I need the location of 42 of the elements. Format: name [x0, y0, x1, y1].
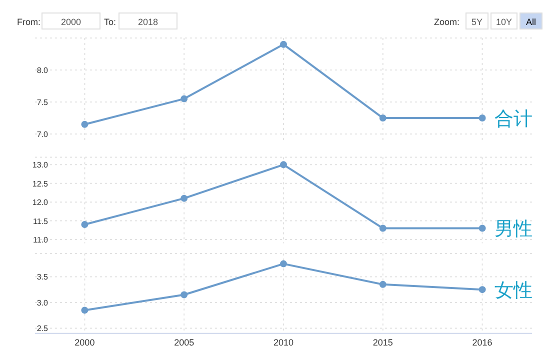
point [379, 224, 386, 232]
x-tick-label: 2005 [174, 337, 194, 348]
point [81, 306, 88, 314]
y-tick-label: 7.0 [36, 130, 49, 139]
y-tick-label: 13.0 [32, 160, 49, 170]
point [81, 120, 88, 128]
point [478, 224, 486, 232]
point [280, 161, 287, 168]
y-tick-label: 12.5 [32, 179, 49, 188]
y-tick-label: 11.0 [33, 235, 49, 244]
y-tick-label: 7.5 [36, 98, 49, 107]
text: 5Y [471, 17, 483, 27]
y-tick-label: 3.5 [36, 272, 49, 282]
x-tick-label: 2010 [273, 337, 294, 348]
text: Zoom: [434, 17, 460, 27]
point [379, 114, 386, 122]
y-tick-label: 2.5 [36, 324, 49, 334]
text: All [526, 17, 536, 27]
y-tick-label: 8.0 [36, 66, 49, 75]
point [280, 260, 287, 268]
y-tick-label: 11.5 [33, 216, 49, 226]
point [180, 95, 188, 102]
point [478, 286, 486, 294]
point [478, 114, 486, 122]
point [180, 291, 188, 298]
x-tick-label: 2000 [74, 337, 95, 348]
text: To: [104, 17, 116, 27]
text: 2018 [138, 17, 158, 27]
series-label: 合计 [494, 109, 532, 130]
text: 2000 [60, 17, 82, 27]
point [81, 221, 88, 228]
series-label: 男性 [494, 219, 532, 240]
y-tick-label: 3.0 [36, 298, 49, 308]
x-tick-label: 2015 [372, 337, 393, 348]
series-label: 女性 [494, 280, 532, 302]
text: 10Y [496, 17, 512, 27]
point [280, 40, 287, 48]
point [180, 194, 188, 202]
point [379, 280, 386, 288]
text: From: [17, 17, 40, 27]
y-tick-label: 12.0 [32, 198, 49, 208]
x-tick-label: 2016 [472, 337, 492, 348]
